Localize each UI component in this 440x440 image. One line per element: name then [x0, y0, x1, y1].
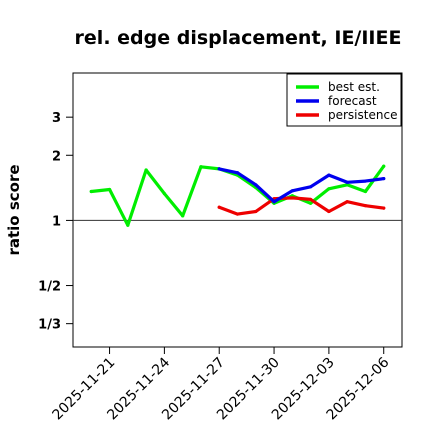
data-point [199, 165, 203, 169]
plot-frame [72, 72, 403, 348]
data-point [363, 179, 368, 183]
y-axis-label: ratio score [5, 164, 23, 255]
data-point [217, 205, 221, 209]
data-point [107, 187, 112, 192]
series-line-forecast [217, 167, 386, 204]
chart-title: rel. edge displacement, IE/IIEE [75, 27, 402, 49]
data-point [382, 206, 386, 210]
data-point [309, 185, 313, 189]
data-point [345, 180, 349, 184]
data-point [327, 187, 331, 191]
data-point [363, 189, 368, 194]
data-point [309, 197, 313, 202]
data-point [345, 183, 349, 187]
data-point [254, 183, 258, 187]
data-point [89, 189, 93, 194]
data-point [126, 223, 130, 227]
y-tick-label: 3 [52, 111, 61, 126]
data-point [290, 196, 294, 200]
data-point [327, 209, 331, 214]
legend-label: persistence [328, 108, 397, 122]
data-point [290, 189, 294, 193]
data-point [345, 200, 349, 204]
data-point [382, 164, 386, 168]
data-point [327, 173, 331, 177]
y-tick-label: 1/3 [38, 318, 61, 333]
data-point [217, 167, 221, 171]
legend-label: best est. [328, 80, 380, 94]
data-point [235, 171, 240, 175]
y-tick-label: 1/2 [38, 280, 61, 295]
series-line-persistence [217, 196, 386, 216]
data-point [254, 209, 258, 214]
y-tick-label: 1 [52, 214, 61, 229]
data-point [382, 177, 386, 181]
data-point [181, 214, 185, 218]
data-point [144, 168, 148, 172]
data-point [363, 204, 368, 208]
y-tick-label: 2 [52, 149, 61, 164]
legend-label: forecast [328, 94, 377, 108]
data-point [309, 201, 313, 205]
data-point [272, 200, 276, 204]
data-point [162, 192, 166, 196]
data-point [235, 212, 240, 216]
